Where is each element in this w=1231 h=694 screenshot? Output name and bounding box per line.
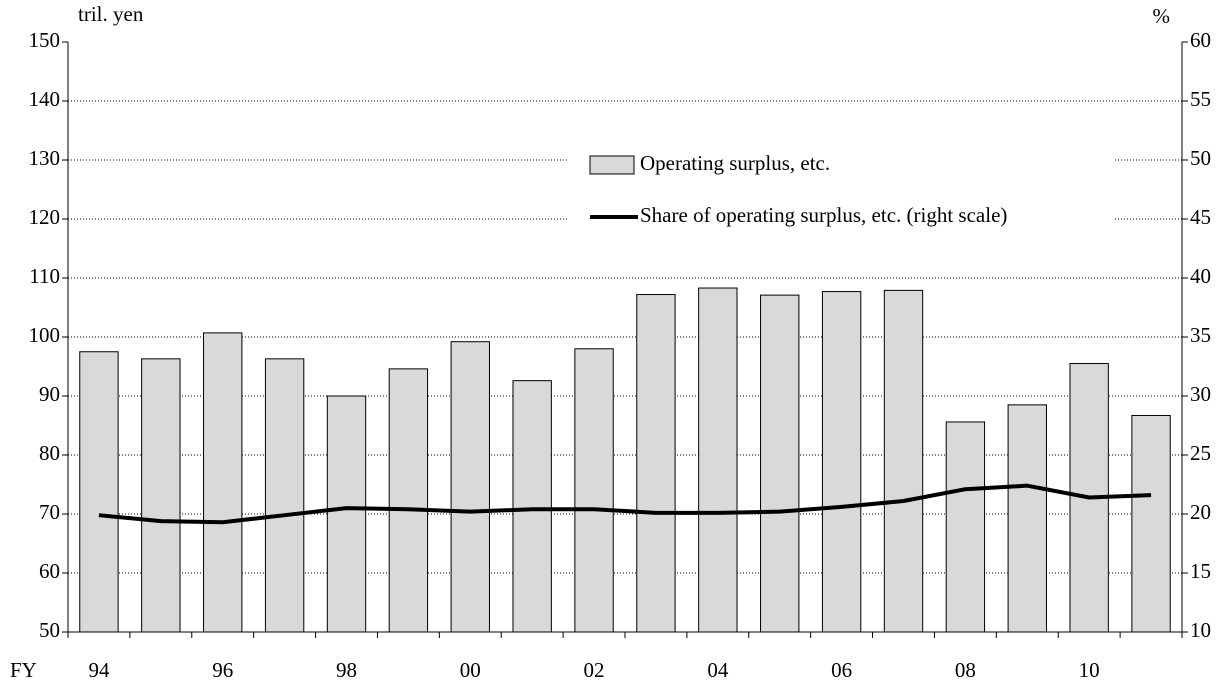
bar	[450, 341, 490, 633]
x-tick-label: 06	[831, 658, 852, 682]
legend-label: Operating surplus, etc.	[640, 151, 830, 175]
x-tick-label: 10	[1079, 658, 1100, 682]
y-tick-label: 70	[39, 500, 60, 524]
bar	[821, 291, 862, 633]
y2-tick-label: 20	[1190, 500, 1211, 524]
legend-swatch	[589, 155, 635, 175]
bar	[388, 368, 429, 633]
y-tick-label: 150	[29, 28, 61, 52]
y-tick-label: 60	[39, 559, 60, 583]
y-tick-label: 80	[39, 441, 60, 465]
y2-axis-unit: %	[1153, 4, 1171, 28]
y-tick-label: 120	[29, 205, 61, 229]
y2-tick-label: 45	[1190, 205, 1211, 229]
bar	[326, 395, 367, 633]
bar	[760, 294, 800, 633]
bar	[945, 421, 986, 633]
y-tick-label: 50	[39, 618, 60, 642]
bar	[574, 348, 614, 633]
x-tick-label: 94	[88, 658, 110, 682]
bar	[698, 287, 738, 633]
x-tick-label: 98	[336, 658, 357, 682]
y2-tick-label: 35	[1190, 323, 1211, 347]
x-tick-label: 04	[707, 658, 729, 682]
legend-label: Share of operating surplus, etc. (right …	[640, 203, 1007, 227]
y-tick-label: 130	[29, 146, 61, 170]
x-tick-label: 00	[460, 658, 481, 682]
y2-tick-label: 60	[1190, 28, 1211, 52]
y2-tick-label: 15	[1190, 559, 1211, 583]
y2-tick-label: 30	[1190, 382, 1211, 406]
y2-tick-label: 10	[1190, 618, 1211, 642]
x-axis-label: FY	[10, 658, 37, 682]
bar	[1131, 414, 1171, 633]
y-tick-label: 100	[29, 323, 61, 347]
line	[98, 483, 1152, 525]
bar	[512, 380, 552, 633]
bar	[636, 294, 676, 633]
bar	[883, 289, 924, 633]
y-tick-label: 110	[29, 264, 60, 288]
bar	[1007, 404, 1047, 633]
x-tick-label: 02	[584, 658, 605, 682]
y2-tick-label: 25	[1190, 441, 1211, 465]
y-axis-unit: tril. yen	[78, 2, 144, 26]
x-tick-label: 96	[212, 658, 233, 682]
x-tick-label: 08	[955, 658, 976, 682]
bar	[141, 358, 181, 633]
bar	[264, 358, 305, 633]
legend-box	[568, 140, 1113, 245]
y2-tick-label: 40	[1190, 264, 1211, 288]
y2-tick-label: 55	[1190, 87, 1211, 111]
bar	[79, 351, 119, 633]
y-tick-label: 140	[29, 87, 61, 111]
bar	[203, 332, 243, 633]
y-tick-label: 90	[39, 382, 60, 406]
y2-tick-label: 50	[1190, 146, 1211, 170]
